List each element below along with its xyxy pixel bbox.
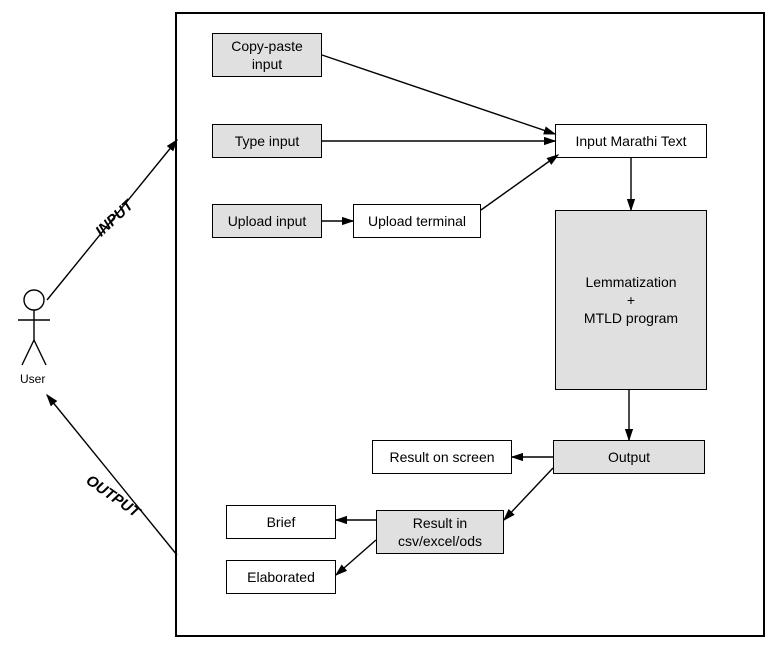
- user-actor-icon: [18, 290, 50, 365]
- node-upload-terminal: Upload terminal: [353, 204, 481, 238]
- text: User: [20, 372, 45, 386]
- node-elaborated: Elaborated: [226, 560, 336, 594]
- node-label: Lemmatization+MTLD program: [584, 273, 678, 328]
- node-label: Upload terminal: [368, 212, 466, 230]
- node-label: Type input: [235, 132, 300, 150]
- node-label: Brief: [267, 513, 296, 531]
- actor-label: User: [20, 372, 45, 386]
- node-upload-input: Upload input: [212, 204, 322, 238]
- diagram-canvas: Copy-pasteinput Type input Upload input …: [0, 0, 782, 652]
- node-result-csv: Result incsv/excel/ods: [376, 510, 504, 554]
- node-input-marathi-text: Input Marathi Text: [555, 124, 707, 158]
- node-label: Result incsv/excel/ods: [398, 514, 482, 550]
- node-label: Input Marathi Text: [575, 132, 686, 150]
- node-label: Output: [608, 448, 650, 466]
- node-result-on-screen: Result on screen: [372, 440, 512, 474]
- node-label: Copy-pasteinput: [231, 37, 303, 73]
- node-copy-paste-input: Copy-pasteinput: [212, 33, 322, 77]
- node-brief: Brief: [226, 505, 336, 539]
- input-label: INPUT: [92, 197, 137, 240]
- output-label: OUTPUT: [83, 472, 143, 521]
- text: OUTPUT: [83, 472, 143, 521]
- node-type-input: Type input: [212, 124, 322, 158]
- text: INPUT: [92, 197, 137, 240]
- node-label: Result on screen: [389, 448, 494, 466]
- node-output: Output: [553, 440, 705, 474]
- node-lemmatization-mtld: Lemmatization+MTLD program: [555, 210, 707, 390]
- node-label: Elaborated: [247, 568, 315, 586]
- node-label: Upload input: [228, 212, 307, 230]
